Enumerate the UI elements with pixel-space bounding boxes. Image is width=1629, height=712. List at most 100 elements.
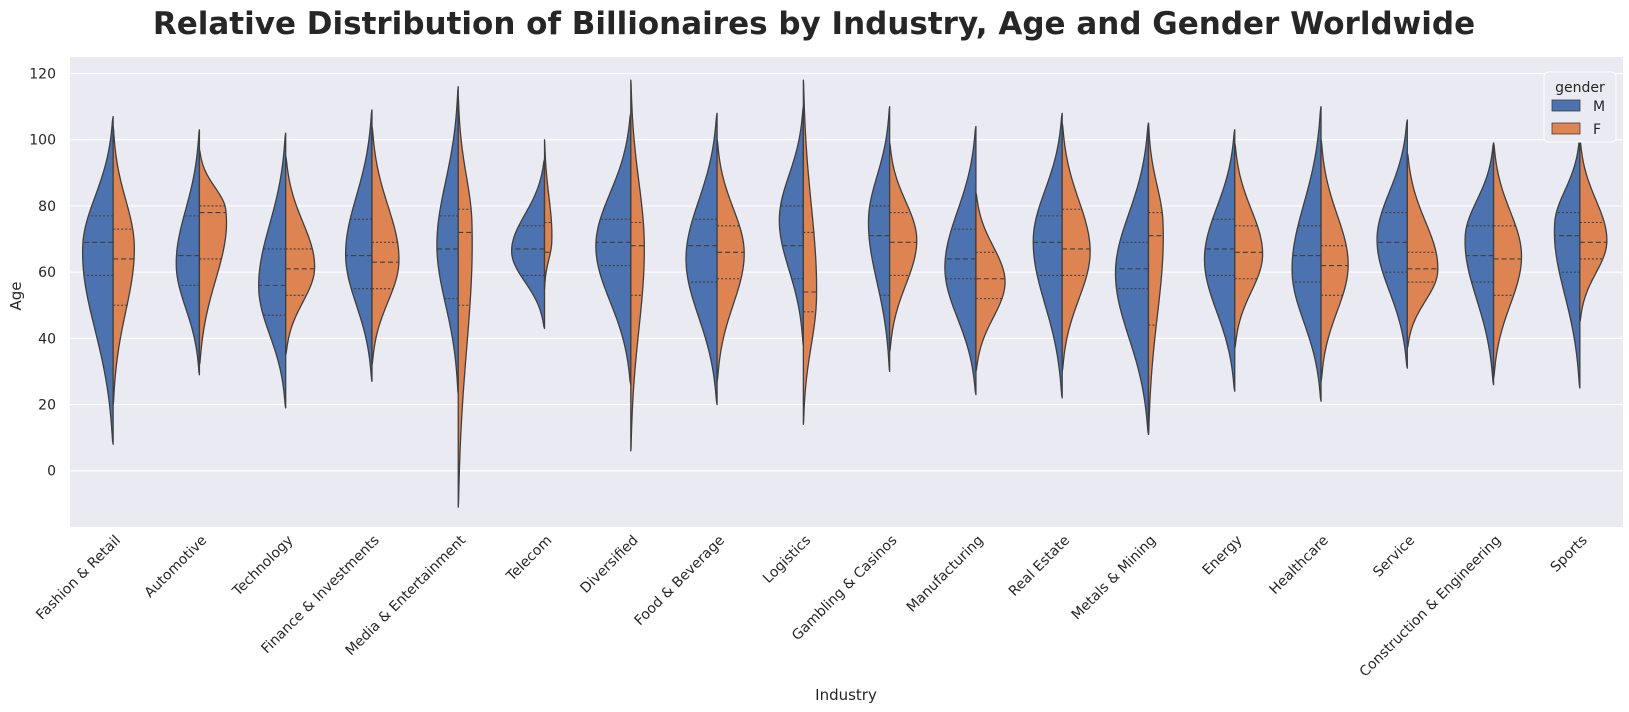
violin-body-m-17 <box>1553 135 1581 389</box>
violin-m-7 <box>685 112 718 406</box>
violin-body-m-12 <box>1114 122 1150 435</box>
x-tick-label-7: Food & Beverage <box>632 533 728 629</box>
violin-body-f-12 <box>1147 122 1164 435</box>
legend-title: gender <box>1555 80 1605 96</box>
violin-f-15 <box>1406 152 1439 349</box>
legend-swatch-m <box>1551 99 1581 112</box>
violin-m-14 <box>1291 105 1322 402</box>
violin-f-5 <box>543 139 553 290</box>
x-tick-label-0: Fashion & Retail <box>33 533 124 624</box>
violin-body-m-8 <box>778 105 805 346</box>
x-tick-label-10: Manufacturing <box>904 533 987 616</box>
x-tick-label-12: Metals & Mining <box>1069 533 1160 624</box>
y-tick-label-120: 120 <box>29 67 56 83</box>
violin-body-m-3 <box>344 109 373 383</box>
violin-body-f-15 <box>1406 152 1439 349</box>
x-tick-label-11: Real Estate <box>1006 533 1073 600</box>
violin-body-f-14 <box>1320 139 1349 383</box>
violin-f-2 <box>285 155 316 356</box>
violin-m-3 <box>344 109 373 383</box>
x-tick-label-13: Energy <box>1200 533 1246 579</box>
violin-body-f-10 <box>975 192 1006 373</box>
legend-label-m: M <box>1593 99 1605 115</box>
violin-f-9 <box>888 142 918 353</box>
x-axis-label: Industry <box>815 686 877 704</box>
violin-f-3 <box>371 125 400 366</box>
violin-m-9 <box>867 105 891 373</box>
violin-body-f-5 <box>543 139 553 290</box>
plot-area <box>70 57 1623 527</box>
violin-f-10 <box>975 192 1006 373</box>
violin-f-14 <box>1320 139 1349 383</box>
violins <box>81 79 1608 508</box>
x-tick-label-2: Technology <box>229 533 296 600</box>
violin-body-m-14 <box>1291 105 1322 402</box>
violin-body-f-11 <box>1061 122 1091 373</box>
violin-f-13 <box>1234 142 1264 349</box>
violin-m-17 <box>1553 135 1581 389</box>
violin-body-m-2 <box>258 132 287 409</box>
violin-f-7 <box>716 139 745 383</box>
violin-f-4 <box>457 96 473 508</box>
violin-m-5 <box>511 158 546 330</box>
violin-m-1 <box>175 129 201 376</box>
violin-body-m-9 <box>867 105 891 373</box>
x-tick-label-6: Diversified <box>577 533 641 597</box>
violin-m-0 <box>81 115 114 445</box>
y-tick-label-100: 100 <box>29 133 56 149</box>
violin-m-15 <box>1376 119 1408 369</box>
violin-f-1 <box>198 149 228 366</box>
violin-m-11 <box>1032 112 1063 399</box>
x-axis-ticks: Fashion & Retail Automotive TechnologyFina… <box>33 532 1590 680</box>
legend-label-f: F <box>1593 122 1601 138</box>
x-tick-label-16: Construction & Engineering <box>1357 533 1505 681</box>
violin-body-m-13 <box>1203 129 1236 392</box>
violin-body-m-16 <box>1464 142 1495 386</box>
legend-swatch-f <box>1551 122 1581 135</box>
y-axis-label: Age <box>7 281 25 310</box>
violin-f-12 <box>1147 122 1164 435</box>
violin-body-f-9 <box>888 142 918 353</box>
violin-m-2 <box>258 132 287 409</box>
violin-f-6 <box>630 79 645 452</box>
legend: gender M F <box>1543 71 1617 143</box>
violin-m-6 <box>595 112 632 386</box>
violin-body-m-11 <box>1032 112 1063 399</box>
violin-m-12 <box>1114 122 1150 435</box>
violin-f-0 <box>112 125 135 406</box>
y-tick-label-60: 60 <box>38 265 56 281</box>
x-tick-label-17: Sports <box>1548 533 1591 576</box>
chart-title: Relative Distribution of Billionaires by… <box>153 6 1475 42</box>
violin-body-f-8 <box>802 79 818 426</box>
violin-f-8 <box>802 79 818 426</box>
violin-body-m-1 <box>175 129 201 376</box>
violin-body-f-1 <box>198 149 228 366</box>
violin-m-10 <box>944 125 977 396</box>
violin-f-17 <box>1579 139 1608 323</box>
violin-f-16 <box>1492 142 1523 379</box>
violin-body-m-15 <box>1376 119 1408 369</box>
violin-body-m-4 <box>436 86 459 396</box>
violin-body-f-17 <box>1579 139 1608 323</box>
violin-body-f-13 <box>1234 142 1264 349</box>
y-tick-label-80: 80 <box>38 199 56 215</box>
violin-m-4 <box>436 86 459 396</box>
violin-body-f-3 <box>371 125 400 366</box>
violin-m-13 <box>1203 129 1236 392</box>
violin-body-f-7 <box>716 139 745 383</box>
violin-body-m-0 <box>81 115 114 445</box>
x-tick-label-8: Logistics <box>760 533 814 587</box>
x-tick-label-1: Automotive <box>142 533 211 602</box>
x-tick-label-15: Service <box>1370 533 1418 581</box>
y-tick-label-20: 20 <box>38 398 56 414</box>
violin-body-m-5 <box>511 158 546 330</box>
violin-body-f-2 <box>285 155 316 356</box>
violin-body-f-0 <box>112 125 135 406</box>
violin-body-m-7 <box>685 112 718 406</box>
violin-body-f-4 <box>457 96 473 508</box>
violin-body-f-6 <box>630 79 645 452</box>
y-axis-ticks: 0 20 40 60 80 100 120 <box>29 67 56 480</box>
violin-m-8 <box>778 105 805 346</box>
violin-body-m-6 <box>595 112 632 386</box>
